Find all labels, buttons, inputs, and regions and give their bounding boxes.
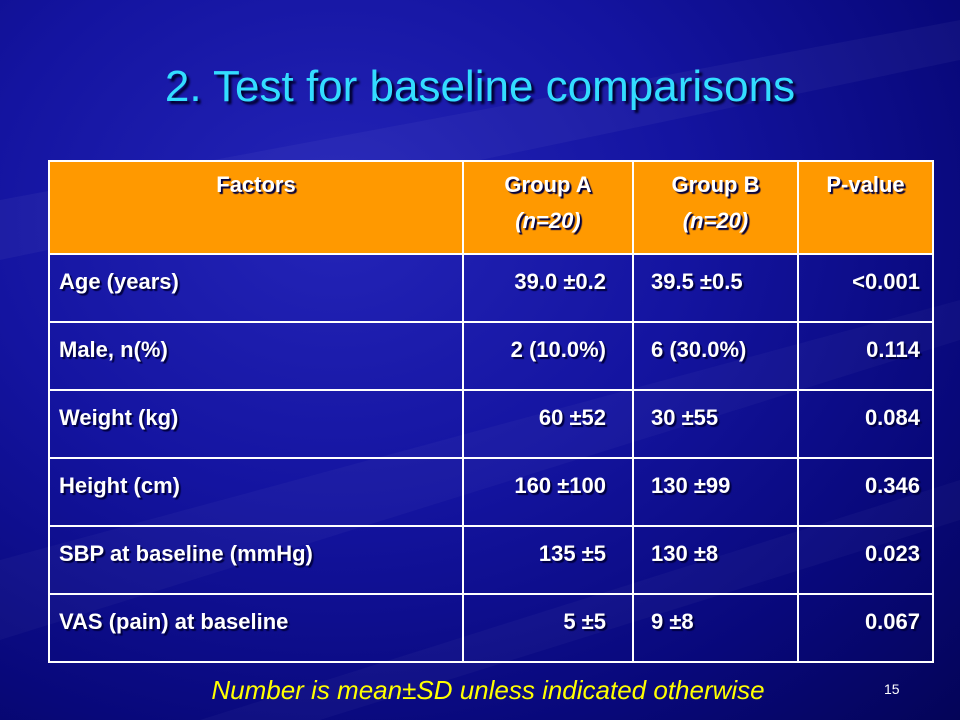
header-label: Group B bbox=[671, 172, 760, 197]
value-cell: 5 ±5 bbox=[462, 593, 634, 663]
value-cell: 130 ±8 bbox=[632, 525, 799, 595]
table-row: SBP at baseline (mmHg) 135 ±5 130 ±8 0.023 bbox=[48, 525, 934, 595]
header-cell: P-value bbox=[797, 160, 934, 255]
header-note: (n=20) bbox=[515, 208, 581, 233]
table-row: VAS (pain) at baseline 5 ±5 9 ±8 0.067 bbox=[48, 593, 934, 663]
value-cell: 130 ±99 bbox=[632, 457, 799, 527]
value-cell: 0.023 bbox=[797, 525, 934, 595]
value-cell: 60 ±52 bbox=[462, 389, 634, 459]
value-cell: 39.5 ±0.5 bbox=[632, 253, 799, 323]
value-cell: 6 (30.0%) bbox=[632, 321, 799, 391]
page-number: 15 bbox=[884, 681, 900, 697]
table-row: Height (cm) 160 ±100 130 ±99 0.346 bbox=[48, 457, 934, 527]
header-note: (n=20) bbox=[682, 208, 749, 233]
value-cell: 9 ±8 bbox=[632, 593, 799, 663]
header-label: Factors bbox=[216, 172, 296, 197]
slide-title: 2. Test for baseline comparisons bbox=[164, 62, 796, 111]
value-cell: 2 (10.0%) bbox=[462, 321, 634, 391]
header-label: Group A bbox=[504, 172, 592, 197]
table-row: Age (years) 39.0 ±0.2 39.5 ±0.5 <0.001 bbox=[48, 253, 934, 323]
value-cell: 0.084 bbox=[797, 389, 934, 459]
header-cell: Factors bbox=[48, 160, 464, 255]
table-row: Male, n(%) 2 (10.0%) 6 (30.0%) 0.114 bbox=[48, 321, 934, 391]
header-label: P-value bbox=[826, 172, 905, 197]
table-row: Weight (kg) 60 ±52 30 ±55 0.084 bbox=[48, 389, 934, 459]
comparison-table: Factors Group A (n=20) Group B (n=20) P-value… bbox=[48, 160, 934, 663]
value-cell: 135 ±5 bbox=[462, 525, 634, 595]
factor-cell: VAS (pain) at baseline bbox=[48, 593, 464, 663]
value-cell: 160 ±100 bbox=[462, 457, 634, 527]
header-cell: Group A (n=20) bbox=[462, 160, 634, 255]
value-cell: <0.001 bbox=[797, 253, 934, 323]
value-cell: 0.346 bbox=[797, 457, 934, 527]
value-cell: 0.114 bbox=[797, 321, 934, 391]
value-cell: 0.067 bbox=[797, 593, 934, 663]
factor-cell: Age (years) bbox=[48, 253, 464, 323]
factor-cell: Male, n(%) bbox=[48, 321, 464, 391]
factor-cell: Height (cm) bbox=[48, 457, 464, 527]
value-cell: 39.0 ±0.2 bbox=[462, 253, 634, 323]
header-row: Factors Group A (n=20) Group B (n=20) P-value bbox=[48, 160, 934, 255]
header-cell: Group B (n=20) bbox=[632, 160, 799, 255]
footnote: Number is mean±SD unless indicated other… bbox=[211, 675, 765, 705]
value-cell: 30 ±55 bbox=[632, 389, 799, 459]
factor-cell: Weight (kg) bbox=[48, 389, 464, 459]
factor-cell: SBP at baseline (mmHg) bbox=[48, 525, 464, 595]
